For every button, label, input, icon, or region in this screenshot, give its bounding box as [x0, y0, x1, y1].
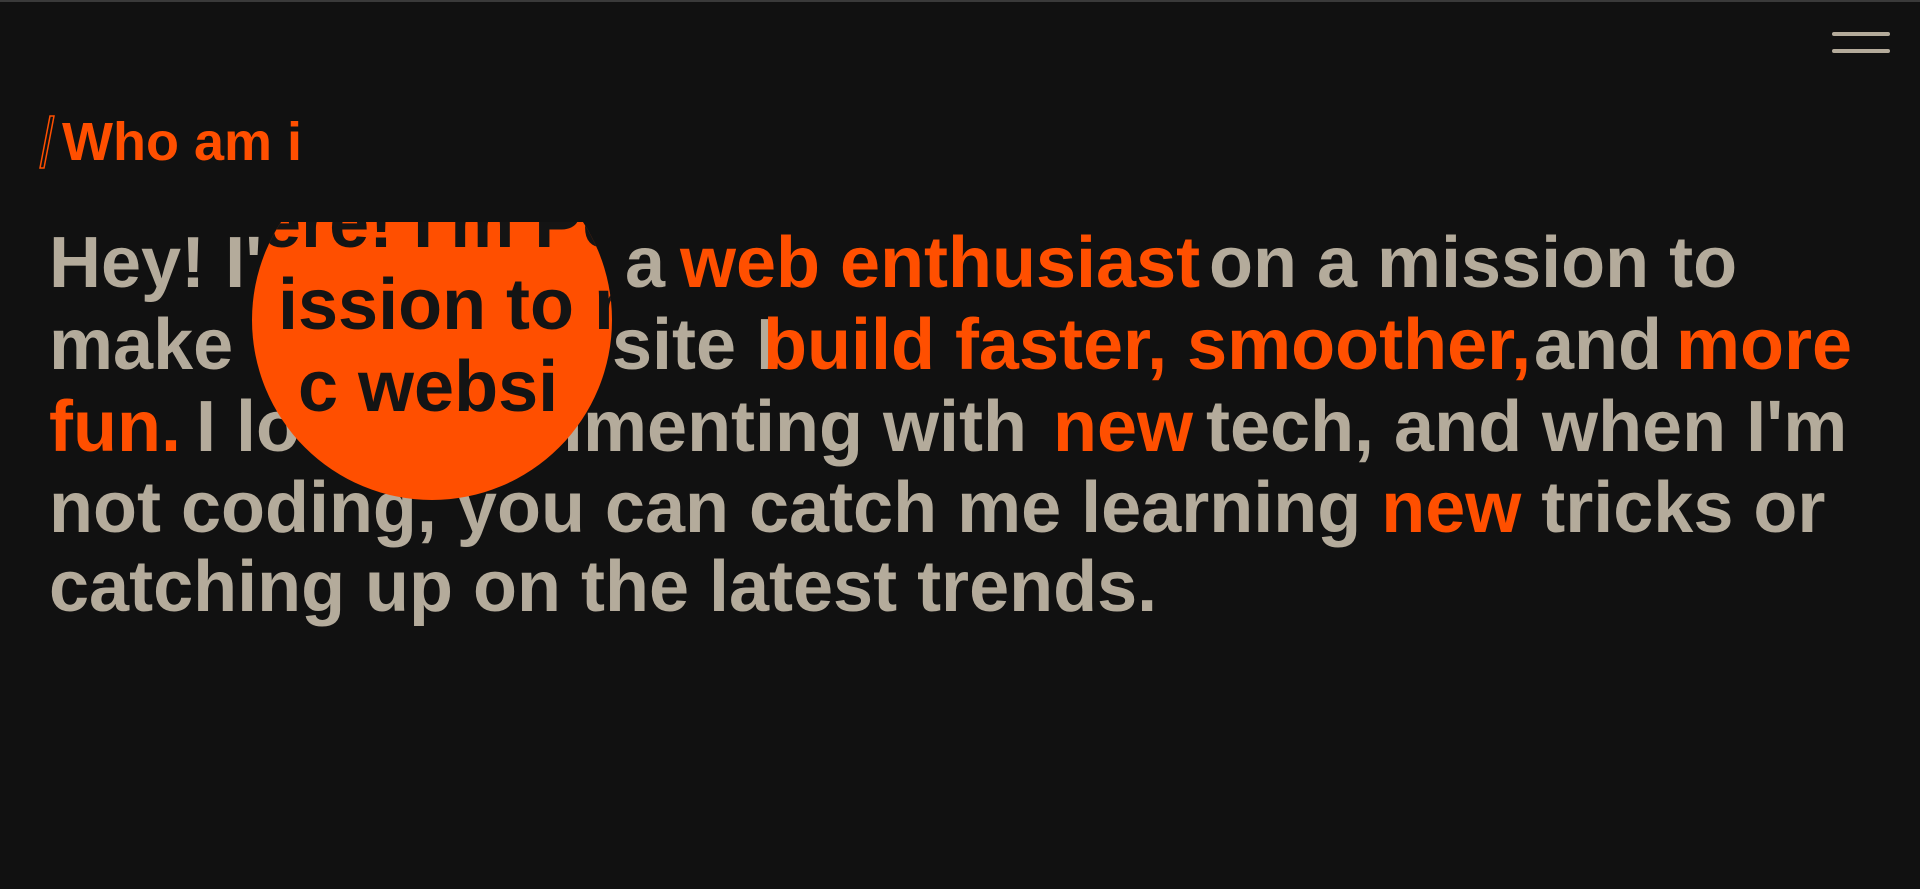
text-segment: imenting with	[563, 387, 1027, 467]
section-heading: Who am i	[38, 110, 302, 174]
menu-button[interactable]	[1832, 28, 1894, 56]
text-segment: new	[1381, 468, 1522, 548]
text-segment: more	[1676, 305, 1853, 385]
text-segment: tech, and when I'm	[1206, 387, 1848, 467]
text-line: Hey! I' a web enthusiast on a mission to	[0, 223, 1920, 304]
reveal-text: ere! I'm Pe	[261, 222, 612, 263]
text-segment: new	[1053, 387, 1194, 467]
text-segment: tricks or	[1521, 468, 1826, 548]
reveal-text: c websi	[298, 347, 559, 427]
text-segment: make	[49, 305, 234, 385]
text-segment: catching up on the latest trends.	[49, 547, 1158, 627]
text-line: fun. I lo imenting with new tech, and when I…	[0, 387, 1920, 468]
text-line: catching up on the latest trends.	[0, 547, 1920, 628]
text-segment: and	[1534, 305, 1663, 385]
text-segment: site I	[612, 305, 777, 385]
text-segment: web enthusiast	[680, 223, 1201, 303]
reveal-text: ission to m	[278, 265, 612, 345]
menu-bar	[1832, 32, 1890, 36]
text-segment: Hey! I'	[49, 223, 263, 303]
text-segment: fun.	[49, 387, 181, 467]
text-segment: not coding, you can catch me learning	[49, 468, 1382, 548]
text-segment: build faster, smoother,	[763, 305, 1532, 385]
text-segment: on a mission to	[1209, 223, 1738, 303]
text-segment: a	[625, 223, 666, 303]
heading-title: Who am i	[62, 112, 302, 172]
slash-icon	[39, 115, 55, 169]
menu-bar	[1832, 49, 1890, 53]
